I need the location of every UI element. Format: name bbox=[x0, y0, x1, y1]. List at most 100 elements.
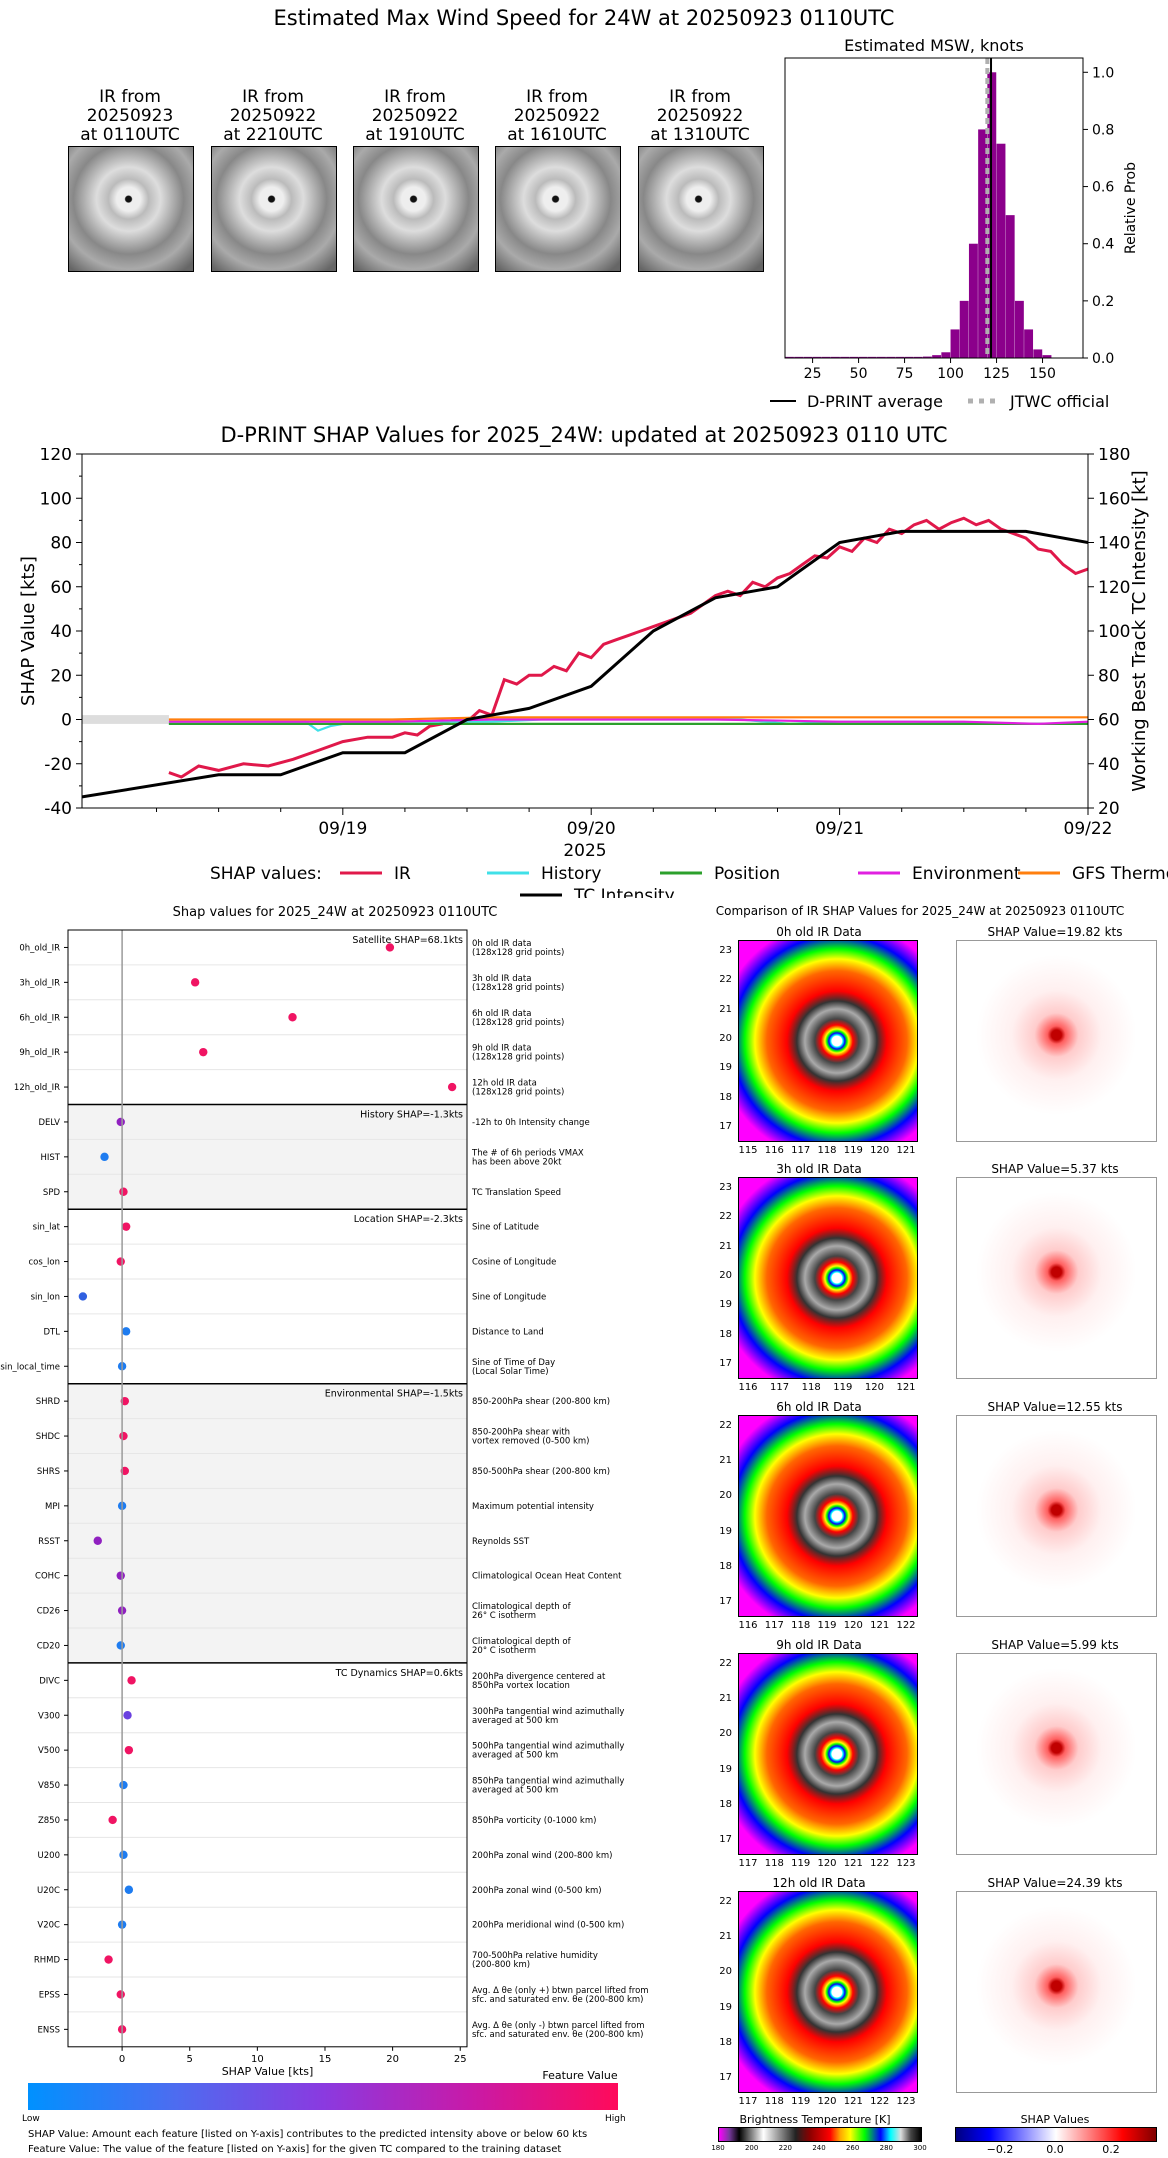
feature-shap-point bbox=[447, 1082, 457, 1092]
feature-desc: Maximum potential intensity bbox=[472, 1502, 594, 1512]
feature-name: sin_local_time bbox=[0, 1362, 60, 1372]
ir-ytick-label: 21 bbox=[719, 1240, 732, 1252]
ir-xtick-label: 117 bbox=[764, 1620, 784, 1631]
ir-panel-image bbox=[738, 1177, 918, 1379]
feature-desc: Climatological depth of bbox=[472, 1602, 572, 1612]
ir-ytick-label: 18 bbox=[719, 2036, 732, 2048]
ts-xtick-label: 09/21 bbox=[815, 819, 864, 839]
feature-desc: TC Translation Speed bbox=[471, 1188, 561, 1198]
ir-xtick-label: 115 bbox=[738, 1145, 758, 1156]
feature-desc: Avg. Δ θe (only +) btwn parcel lifted fr… bbox=[472, 1986, 649, 1996]
histogram-bar bbox=[858, 356, 868, 358]
feature-xtick-label: 0 bbox=[119, 2054, 125, 2065]
ir-xtick-label: 117 bbox=[770, 1382, 790, 1393]
ir-xtick-label: 120 bbox=[843, 1620, 863, 1631]
legend-label: IR bbox=[394, 864, 411, 884]
feature-xlabel: SHAP Value [kts] bbox=[222, 2065, 314, 2078]
feature-name: RHMD bbox=[34, 1956, 61, 1966]
ir-xtick-label: 118 bbox=[764, 1858, 784, 1869]
histogram-bar bbox=[913, 356, 923, 358]
ir-xtick-label: 119 bbox=[791, 2096, 811, 2107]
ir-comparison-title: Comparison of IR SHAP Values for 2025_24… bbox=[715, 904, 1125, 918]
feature-name: DTL bbox=[44, 1327, 61, 1337]
feature-desc: 6h old IR data bbox=[472, 1009, 531, 1019]
feature-colorbar-title: Feature Value bbox=[542, 2069, 618, 2082]
feature-name: U20C bbox=[37, 1886, 60, 1896]
feature-desc: Sine of Longitude bbox=[472, 1292, 546, 1302]
legend-label: GFS Thermo bbox=[1072, 864, 1168, 884]
ts-xtick-label: 09/19 bbox=[318, 819, 367, 839]
feature-desc: 0h old IR data bbox=[472, 939, 531, 949]
ir-panel-image bbox=[738, 1415, 918, 1617]
ts-xlabel: 2025 bbox=[563, 841, 606, 861]
histogram-xtick-label: 25 bbox=[804, 366, 822, 382]
ts-ytick-label: 0 bbox=[61, 711, 72, 731]
ir-thumbnail-image bbox=[68, 146, 194, 272]
histogram-xtick-label: 50 bbox=[850, 366, 868, 382]
feature-desc: Sine of Latitude bbox=[472, 1223, 539, 1233]
ir-ytick-label: 21 bbox=[719, 1931, 732, 1943]
feature-name: COHC bbox=[35, 1572, 60, 1582]
feature-desc: 200hPa meridional wind (0-500 km) bbox=[472, 1921, 624, 1931]
ir-xtick-label: 122 bbox=[896, 1620, 916, 1631]
feature-desc: Distance to Land bbox=[472, 1327, 544, 1337]
ir-xtick-label: 119 bbox=[833, 1382, 853, 1393]
ir-ytick-label: 22 bbox=[719, 1420, 732, 1431]
ts-ytick-right-label: 120 bbox=[1098, 578, 1130, 598]
feature-name: V500 bbox=[38, 1746, 60, 1756]
feature-shap-point bbox=[116, 1257, 125, 1266]
feature-colorbar-high: High bbox=[605, 2114, 626, 2124]
feature-name: HIST bbox=[41, 1153, 61, 1163]
histogram-bar bbox=[812, 356, 822, 358]
ir-ytick-label: 21 bbox=[719, 1003, 732, 1015]
histogram-xtick-label: 75 bbox=[896, 366, 914, 382]
shap-timeseries-chart: -40 -20 0 20 40 60 80 100 120 20 40 60 80 100 120 140 16… bbox=[18, 448, 1168, 898]
legend-label: History bbox=[541, 864, 601, 884]
ir-ytick-label: 18 bbox=[719, 1560, 732, 1572]
feature-desc: 850-200hPa shear with bbox=[472, 1428, 570, 1438]
shap-tick-label: 0.0 bbox=[1046, 2143, 1064, 2156]
shap-timeseries-title: D-PRINT SHAP Values for 2025_24W: update… bbox=[220, 423, 948, 447]
ts-ytick-label: 60 bbox=[50, 578, 72, 598]
ir-ytick-label: 19 bbox=[719, 1525, 732, 1537]
feature-shap-point bbox=[93, 1536, 102, 1545]
ir-xtick-label: 119 bbox=[791, 1858, 811, 1869]
feature-shap-point bbox=[119, 1187, 128, 1196]
group-label: Environmental SHAP=-1.5kts bbox=[325, 1389, 463, 1400]
feature-desc: vortex removed (0-500 km) bbox=[472, 1437, 589, 1447]
ir-panel-image bbox=[738, 940, 918, 1142]
feature-name: SHRS bbox=[37, 1467, 60, 1477]
shap-panel-image bbox=[956, 1177, 1157, 1379]
main-title: Estimated Max Wind Speed for 24W at 2025… bbox=[273, 6, 895, 30]
feature-shap-point bbox=[385, 943, 395, 952]
feature-shap-point bbox=[119, 1780, 128, 1790]
ir-thumb-label: IR from 20250922 at 1610UTC bbox=[507, 87, 607, 145]
feature-colorbar-low: Low bbox=[22, 2114, 40, 2124]
feature-name: cos_lon bbox=[28, 1258, 60, 1268]
bt-colorbar bbox=[718, 2127, 922, 2142]
histogram-bar bbox=[876, 356, 886, 358]
histogram-bar bbox=[922, 356, 932, 358]
histogram-ytick-label: 0.4 bbox=[1092, 237, 1114, 253]
feature-desc: 200hPa divergence centered at bbox=[472, 1672, 606, 1682]
footnote-feature: Feature Value: The value of the feature … bbox=[28, 2144, 562, 2155]
ts-ytick-label: 100 bbox=[40, 489, 72, 509]
ir-thumb-label: IR from 20250922 at 2210UTC bbox=[223, 87, 323, 145]
ts-ytick-right-label: 160 bbox=[1098, 489, 1130, 509]
ir-thumbnail-image bbox=[638, 146, 764, 272]
feature-name: Z850 bbox=[38, 1816, 60, 1826]
legend-label-intensity: TC Intensity bbox=[573, 886, 675, 898]
feature-desc: 3h old IR data bbox=[472, 974, 531, 984]
feature-desc: 9h old IR data bbox=[472, 1044, 531, 1054]
ir-xtick-label: 116 bbox=[764, 1145, 784, 1156]
histogram-bar bbox=[867, 356, 877, 358]
feature-desc: 200hPa zonal wind (0-500 km) bbox=[472, 1886, 602, 1896]
feature-name: V850 bbox=[38, 1781, 60, 1791]
ts-ytick-label: 40 bbox=[50, 622, 72, 642]
ir-xtick-label: 120 bbox=[817, 1858, 837, 1869]
shap-panel-title: SHAP Value=12.55 kts bbox=[987, 1400, 1123, 1414]
histogram-bar bbox=[849, 356, 859, 358]
feature-desc: -12h to 0h Intensity change bbox=[472, 1118, 590, 1128]
feature-desc: (128x128 grid points) bbox=[472, 1053, 564, 1063]
feature-desc: Reynolds SST bbox=[472, 1537, 530, 1547]
